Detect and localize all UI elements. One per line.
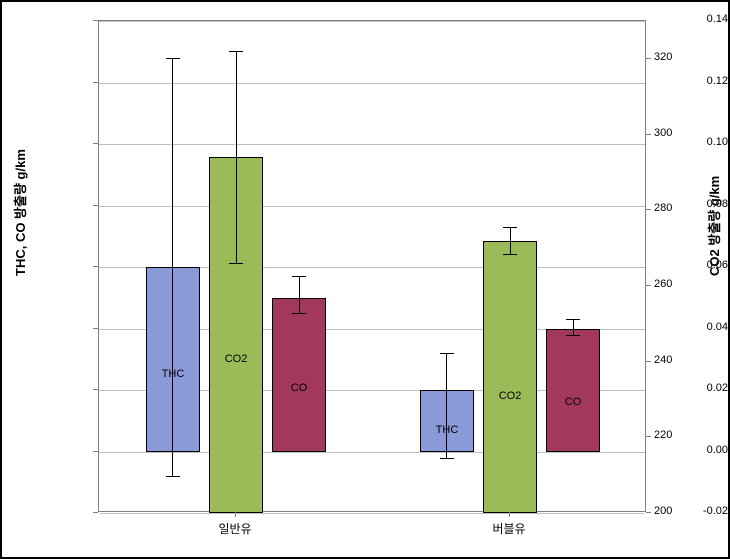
grid-line <box>99 206 645 207</box>
error-bar <box>573 319 574 334</box>
error-bar-cap <box>166 58 180 59</box>
tick-label-left: 0.06 <box>642 259 728 271</box>
tick-mark-left <box>93 266 98 267</box>
error-bar-cap <box>503 254 517 255</box>
bar-label: CO <box>565 396 582 408</box>
tick-mark-left <box>93 20 98 21</box>
bar-label: CO2 <box>225 353 248 365</box>
tick-label-left: 0.02 <box>642 382 728 394</box>
tick-label-left: 0.04 <box>642 321 728 333</box>
error-bar-cap <box>229 263 243 264</box>
bar-label: CO2 <box>499 390 522 402</box>
error-bar-cap <box>503 227 517 228</box>
tick-mark-x <box>235 512 236 517</box>
grid-line <box>99 452 645 453</box>
error-bar <box>236 51 237 263</box>
tick-mark-left <box>93 451 98 452</box>
error-bar-cap <box>440 458 454 459</box>
plot-area: THCCO2COTHCCO2CO <box>98 20 646 512</box>
error-bar <box>446 353 447 458</box>
tick-label-left: 0.14 <box>642 13 728 25</box>
tick-label-right: 320 <box>654 51 672 63</box>
tick-label-right: 280 <box>654 202 672 214</box>
bar-label: CO <box>291 382 308 394</box>
tick-mark-right <box>646 285 651 286</box>
error-bar <box>172 58 173 476</box>
grid-line <box>99 144 645 145</box>
tick-label-left: 0.00 <box>642 444 728 456</box>
error-bar-cap <box>566 319 580 320</box>
error-bar-cap <box>292 276 306 277</box>
error-bar <box>510 227 511 253</box>
tick-label-right: 220 <box>654 429 672 441</box>
tick-mark-right <box>646 58 651 59</box>
error-bar-cap <box>166 476 180 477</box>
x-category-label: 버블유 <box>492 520 525 537</box>
error-bar-cap <box>292 313 306 314</box>
error-bar-cap <box>566 335 580 336</box>
tick-label-right: 300 <box>654 127 672 139</box>
tick-label-right: 240 <box>654 354 672 366</box>
bar-co2 <box>483 241 538 513</box>
tick-mark-left <box>93 205 98 206</box>
tick-mark-left <box>93 328 98 329</box>
tick-mark-right <box>646 512 651 513</box>
error-bar-cap <box>229 51 243 52</box>
tick-label-left: 0.12 <box>642 75 728 87</box>
error-bar <box>299 276 300 313</box>
tick-mark-right <box>646 361 651 362</box>
tick-mark-left <box>93 82 98 83</box>
y-axis-label-left: THC, CO 방출량 g/km <box>10 256 29 276</box>
tick-mark-left <box>93 389 98 390</box>
tick-mark-x <box>509 512 510 517</box>
x-category-label: 일반유 <box>218 520 251 537</box>
bar-co <box>546 329 601 452</box>
tick-label-right: 260 <box>654 278 672 290</box>
tick-mark-left <box>93 512 98 513</box>
tick-mark-right <box>646 134 651 135</box>
bar-co <box>272 298 327 452</box>
chart-container: THCCO2COTHCCO2CO THC, CO 방출량 g/km CO2 방출… <box>0 0 730 559</box>
tick-mark-right <box>646 209 651 210</box>
grid-line <box>99 83 645 84</box>
tick-label-right: 200 <box>654 505 672 517</box>
tick-mark-right <box>646 436 651 437</box>
tick-mark-left <box>93 143 98 144</box>
grid-line <box>99 21 645 22</box>
error-bar-cap <box>440 353 454 354</box>
grid-line <box>99 513 645 514</box>
